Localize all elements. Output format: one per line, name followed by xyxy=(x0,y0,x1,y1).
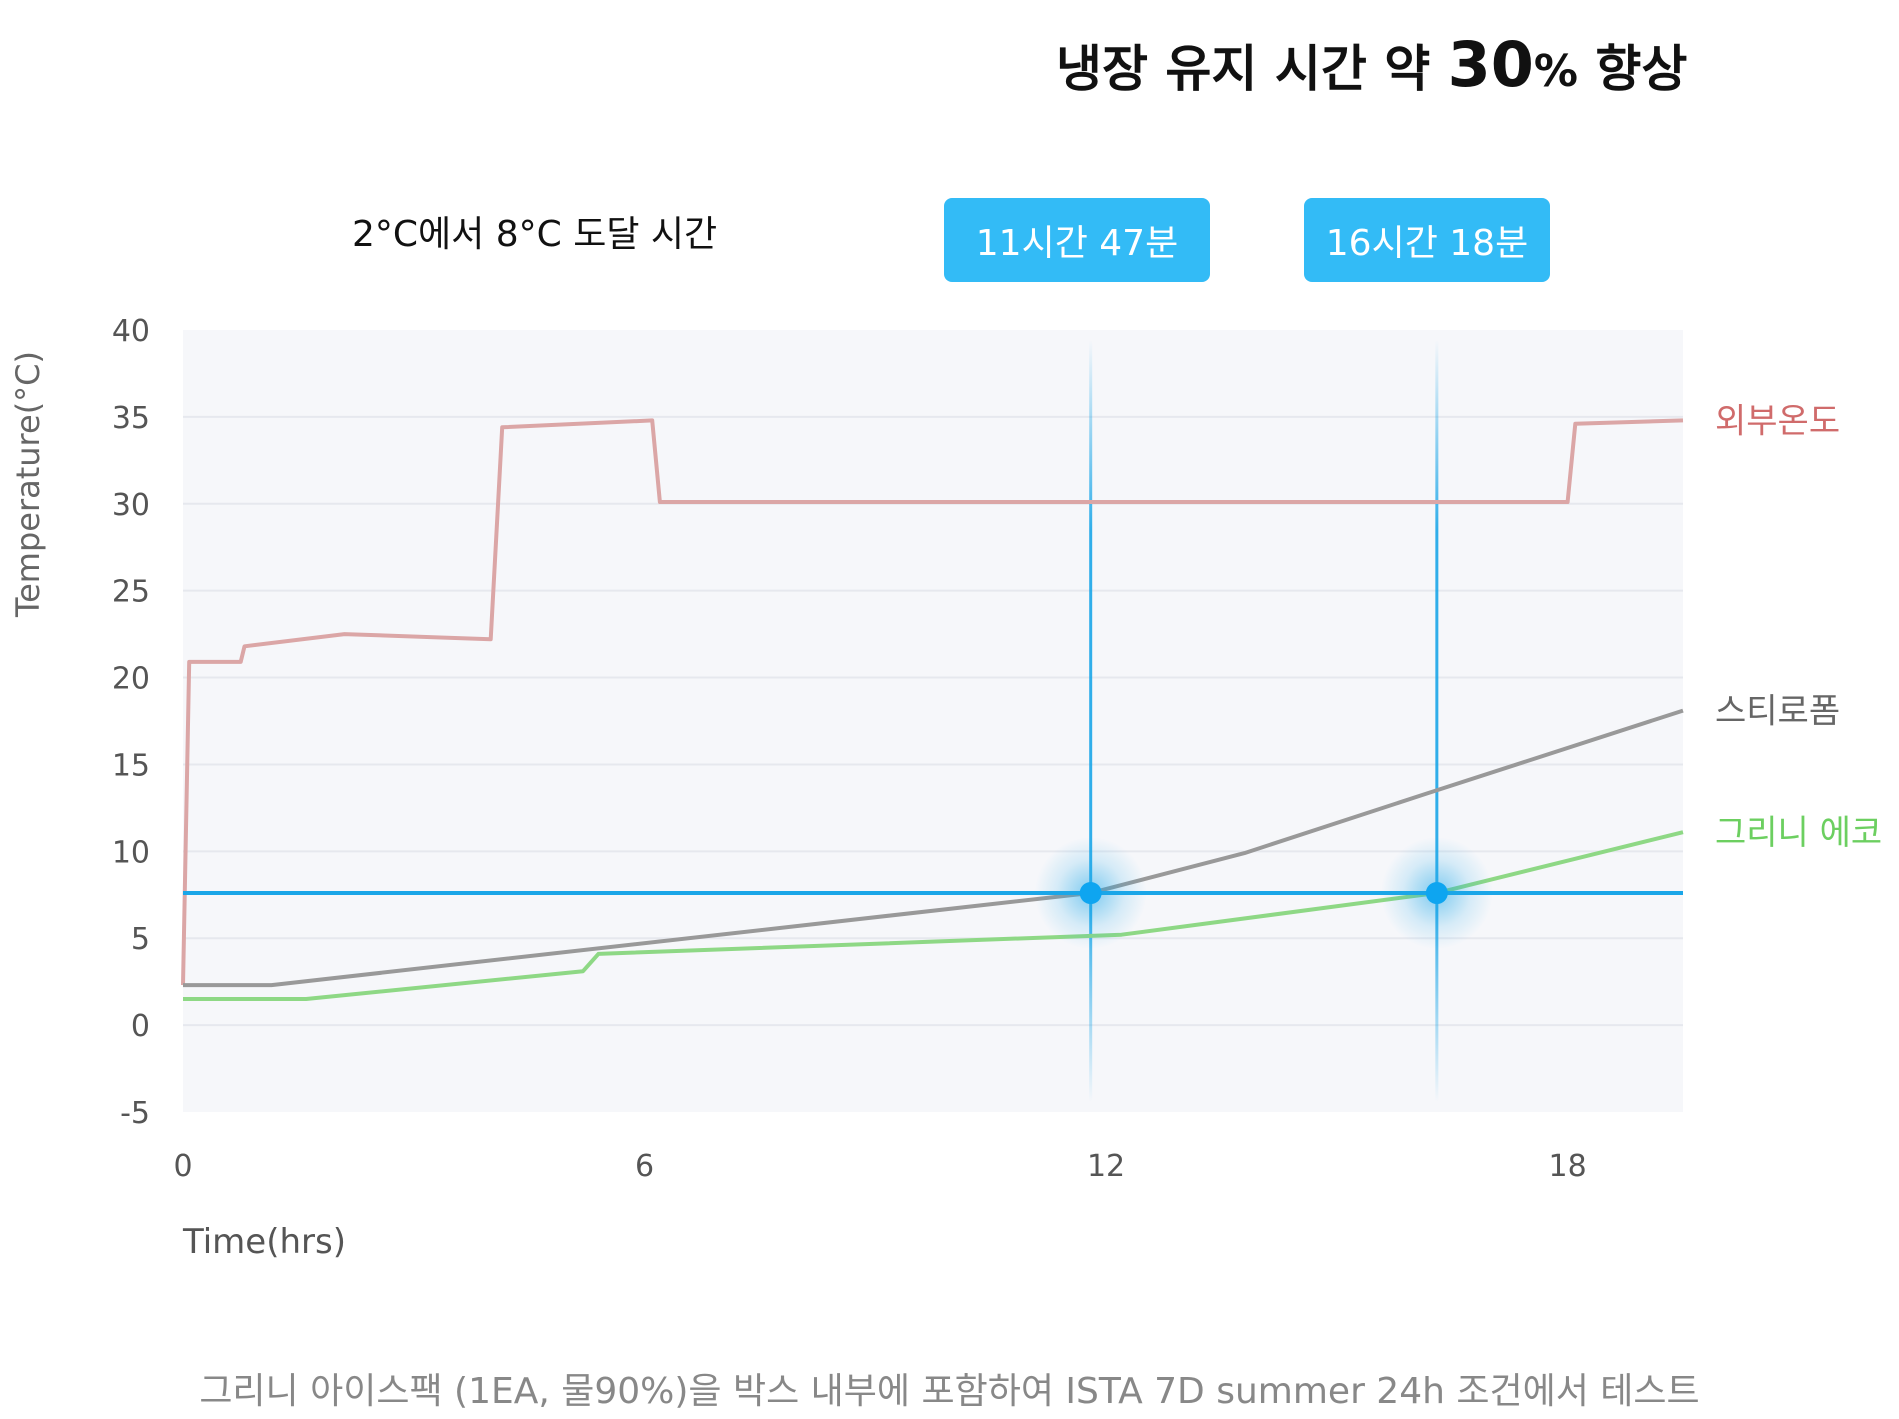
reach-marker xyxy=(1425,882,1448,905)
y-tick-label: 25 xyxy=(112,575,150,610)
series-label-styrofoam: 스티로폼 xyxy=(1715,692,1840,732)
y-tick-label: 35 xyxy=(112,401,150,436)
series-line-outside xyxy=(181,418,1684,986)
y-tick-label: 10 xyxy=(112,835,150,870)
greeny-reach-time-badge: 16시간 18분 xyxy=(1304,198,1550,282)
headline-prefix: 냉장 유지 시간 약 xyxy=(1056,40,1448,98)
x-tick-label: 18 xyxy=(1549,1149,1587,1184)
y-tick-label: 15 xyxy=(112,748,150,783)
y-tick-label: 30 xyxy=(112,488,150,523)
headline-unit: % xyxy=(1533,46,1579,97)
x-tick-label: 6 xyxy=(635,1149,654,1184)
headline-number: 30 xyxy=(1447,28,1534,101)
series-line-styrofoam xyxy=(183,708,1684,988)
reach-time-guides xyxy=(1089,340,1439,1102)
reach-markers xyxy=(1034,837,1493,950)
series-label-outside: 외부온도 xyxy=(1715,401,1840,441)
y-tick-label: 0 xyxy=(131,1009,150,1044)
y-tick-label: 40 xyxy=(112,314,150,349)
reach-time-label: 2°C에서 8°C 도달 시간 xyxy=(352,214,718,255)
styrofoam-reach-time-badge: 11시간 47분 xyxy=(944,198,1210,282)
plot-area xyxy=(183,330,1683,1112)
y-axis-label: Temperature(°C) xyxy=(9,350,47,618)
headline-suffix: 향상 xyxy=(1578,40,1688,98)
y-tick-label: -5 xyxy=(120,1096,150,1131)
x-axis-label: Time(hrs) xyxy=(183,1222,346,1262)
reach-time-guide xyxy=(1089,340,1093,1102)
y-axis-ticks: -5 0 5 10 15 20 25 30 35 40 xyxy=(112,314,150,1131)
reach-marker xyxy=(1079,882,1102,905)
x-tick-label: 0 xyxy=(173,1149,192,1184)
headline: 냉장 유지 시간 약 30% 향상 xyxy=(1056,28,1696,101)
series-label-greeny: 그리니 에코 xyxy=(1715,813,1882,853)
x-tick-label: 12 xyxy=(1087,1149,1125,1184)
reach-time-guide xyxy=(1435,340,1439,1102)
test-condition-footnote: 그리니 아이스팩 (1EA, 물90%)을 박스 내부에 포함하여 ISTA 7… xyxy=(199,1371,1700,1412)
y-tick-label: 20 xyxy=(112,662,150,697)
x-axis-ticks: 0 6 12 18 xyxy=(173,1149,1586,1184)
y-tick-label: 5 xyxy=(131,922,150,957)
